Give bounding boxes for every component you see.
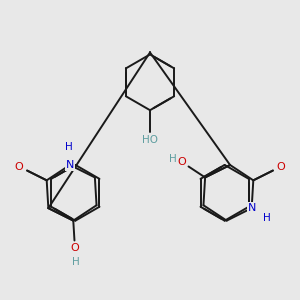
Text: H: H [169,154,177,164]
Text: O: O [70,243,79,254]
Text: O: O [178,157,186,167]
Text: H: H [65,142,73,152]
Text: N: N [66,160,74,170]
Text: HO: HO [142,135,158,145]
Text: N: N [248,203,256,213]
Text: O: O [15,161,23,172]
Text: O: O [277,161,285,172]
Text: H: H [263,213,271,223]
Text: H: H [72,257,80,267]
